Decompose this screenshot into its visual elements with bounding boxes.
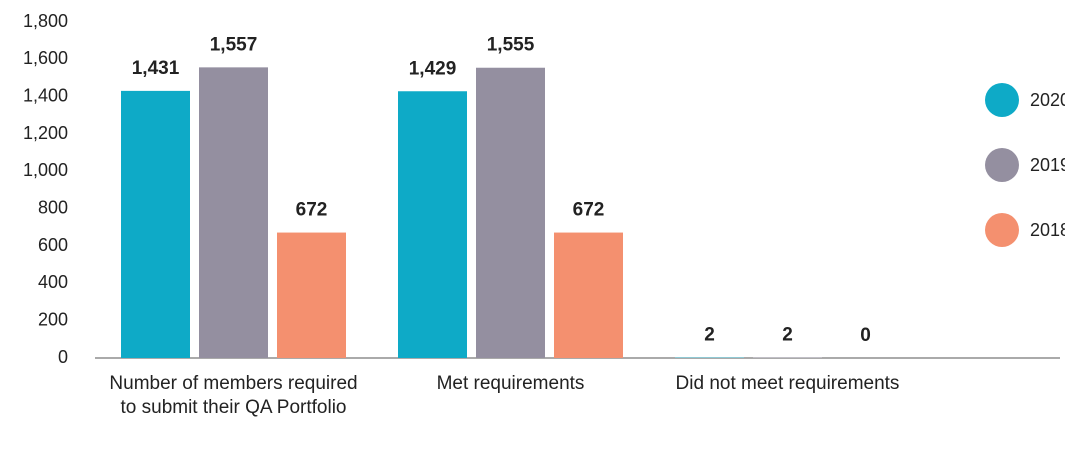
value-label: 1,555 (487, 35, 535, 56)
y-tick-label: 800 (38, 197, 68, 217)
value-label: 1,431 (132, 58, 180, 79)
y-tick-label: 1,400 (23, 85, 68, 105)
y-tick-label: 1,800 (23, 11, 68, 31)
value-label: 0 (860, 325, 871, 346)
value-label: 672 (573, 200, 605, 221)
bar (398, 91, 467, 359)
bar (121, 90, 190, 358)
y-tick-label: 400 (38, 272, 68, 292)
y-tick-label: 1,200 (23, 123, 68, 143)
y-tick-label: 1,000 (23, 160, 68, 180)
legend-swatch (985, 213, 1019, 247)
x-tick-label: Did not meet requirements (675, 373, 900, 394)
y-tick-label: 0 (58, 347, 68, 367)
y-tick-label: 1,600 (23, 48, 68, 68)
legend-swatch (985, 83, 1019, 117)
bar (554, 232, 623, 358)
y-tick-label: 600 (38, 235, 68, 255)
value-label: 2 (782, 325, 793, 346)
legend-label: 2019 (1030, 155, 1065, 175)
bar (277, 232, 346, 358)
x-tick-label: Number of members required to submit the… (109, 373, 358, 418)
value-label: 672 (296, 200, 328, 221)
y-tick-label: 200 (38, 309, 68, 329)
legend-label: 2018 (1030, 220, 1065, 240)
bar (476, 67, 545, 358)
value-label: 1,557 (210, 34, 258, 55)
legend-swatch (985, 148, 1019, 182)
value-label: 2 (704, 325, 715, 346)
bar (199, 67, 268, 359)
value-label: 1,429 (409, 58, 457, 79)
x-tick-label: Met requirements (436, 373, 585, 394)
